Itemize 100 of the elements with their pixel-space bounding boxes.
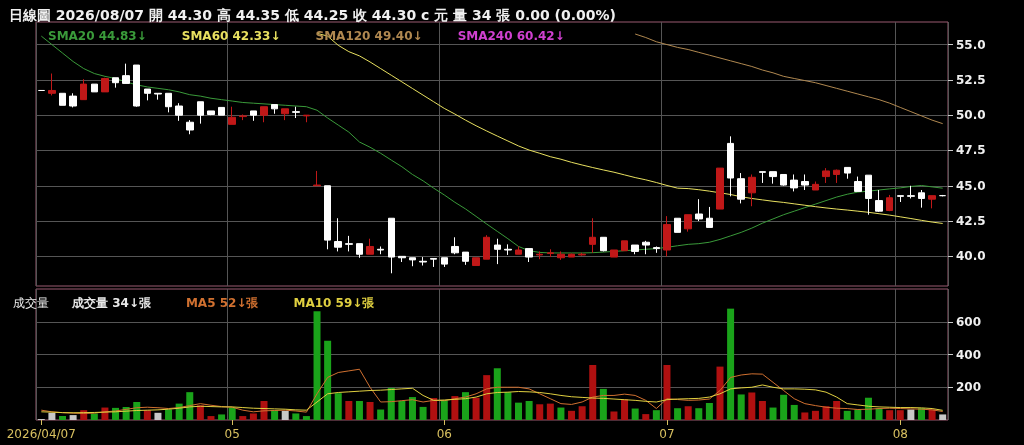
candlestick	[122, 63, 130, 84]
candlestick	[727, 135, 734, 197]
bar	[589, 364, 597, 420]
bar	[599, 388, 607, 420]
bar	[769, 407, 777, 420]
candlestick	[642, 240, 650, 255]
bar	[440, 400, 448, 420]
line-series	[40, 384, 944, 414]
bar	[801, 412, 809, 420]
line-series	[40, 368, 944, 414]
bar	[663, 364, 671, 420]
candlestick	[716, 167, 724, 210]
bar	[69, 415, 77, 420]
bar	[546, 403, 554, 420]
bar	[355, 401, 363, 420]
candlestick	[239, 113, 247, 121]
candlestick	[80, 78, 87, 101]
bar	[907, 409, 915, 420]
bar	[398, 401, 406, 420]
bar	[313, 311, 321, 420]
candlestick	[69, 92, 77, 108]
bar	[165, 409, 173, 420]
candlestick	[663, 215, 671, 257]
candlestick	[398, 255, 406, 263]
bar	[811, 410, 819, 420]
bar	[186, 392, 194, 420]
text: MA10 59↓張	[293, 296, 376, 310]
candlestick	[822, 167, 830, 184]
bar	[461, 392, 469, 420]
bar	[472, 397, 480, 420]
bar	[366, 401, 374, 420]
bar	[249, 413, 257, 420]
candlestick	[101, 77, 109, 93]
candlestick	[472, 257, 480, 267]
bar	[228, 407, 236, 420]
candlestick	[621, 240, 628, 252]
candlestick	[409, 257, 416, 267]
bar	[302, 416, 310, 420]
bar	[886, 410, 894, 420]
candlestick	[175, 102, 183, 122]
y-tick-label: 200	[956, 380, 982, 395]
candlestick	[706, 206, 713, 228]
candlestick	[324, 185, 331, 250]
bar	[377, 409, 385, 420]
candlestick	[430, 257, 437, 268]
candlestick	[281, 108, 289, 121]
candlestick	[833, 169, 840, 184]
candlestick	[536, 250, 543, 260]
candlestick	[419, 256, 427, 267]
bar	[727, 308, 735, 420]
bar	[271, 410, 279, 420]
candlestick	[769, 171, 777, 185]
candlestick	[684, 214, 692, 233]
candlestick	[228, 106, 236, 125]
bar	[239, 416, 247, 420]
bar	[684, 406, 692, 420]
bar	[515, 402, 523, 420]
bar	[557, 407, 565, 420]
candlestick	[525, 248, 533, 263]
bar	[939, 414, 947, 420]
bar	[737, 394, 745, 420]
candlestick	[790, 173, 798, 192]
candlestick	[504, 243, 512, 256]
candlestick	[854, 176, 862, 192]
candlestick	[133, 64, 140, 108]
candlestick	[144, 88, 151, 101]
candlestick	[515, 245, 522, 255]
bar	[875, 408, 883, 420]
bar	[218, 414, 226, 420]
candlestick	[812, 181, 819, 191]
y-tick-label: 40.0	[956, 249, 986, 264]
candlestick	[250, 110, 257, 122]
bar	[59, 416, 67, 420]
bar	[748, 392, 756, 420]
candlestick	[388, 217, 395, 274]
bar	[281, 410, 289, 420]
bar	[143, 410, 151, 420]
bar	[621, 399, 629, 420]
candlestick	[165, 92, 172, 113]
series-label: SMA20 44.83↓	[48, 29, 147, 43]
line-series	[634, 33, 944, 125]
x-tick-label: 2026/04/07	[6, 427, 76, 441]
y-tick-label: 400	[956, 347, 982, 362]
candlestick	[759, 171, 766, 184]
bar	[854, 409, 862, 420]
candlestick	[801, 173, 809, 191]
y-tick-label: 45.0	[956, 178, 986, 193]
candlestick	[292, 106, 300, 119]
candlestick	[48, 73, 56, 96]
bar	[843, 410, 851, 420]
bar	[652, 410, 660, 420]
candlestick	[928, 195, 936, 209]
candlestick	[748, 173, 756, 207]
bar	[790, 404, 798, 420]
bar	[642, 414, 650, 420]
candlestick	[653, 245, 660, 254]
y-tick-label: 55.0	[956, 37, 986, 52]
bar	[525, 401, 533, 420]
candlestick	[334, 217, 342, 252]
candlestick	[897, 195, 904, 203]
